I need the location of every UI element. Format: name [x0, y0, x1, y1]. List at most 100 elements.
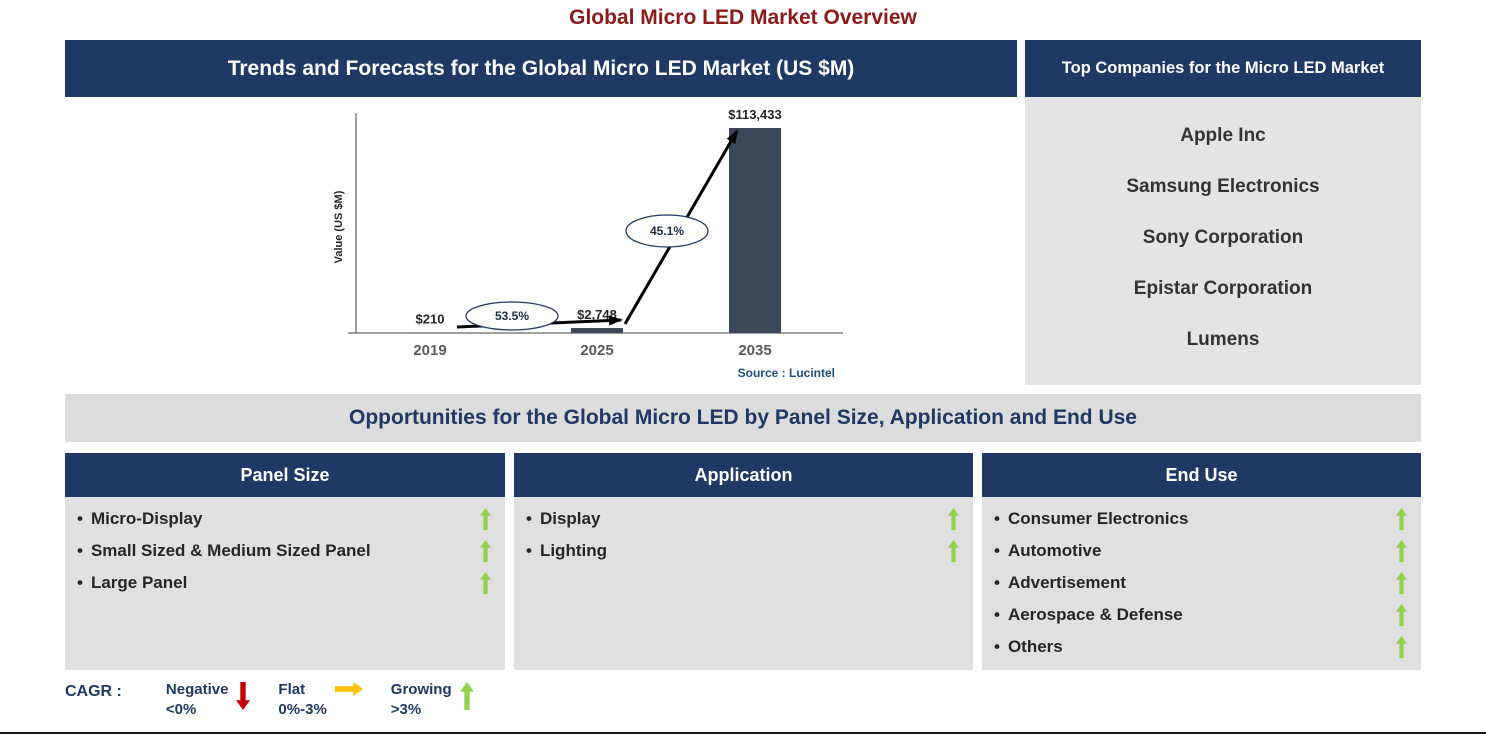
- opportunity-item-label: Others: [1007, 637, 1063, 656]
- growth-up-arrow-icon: [1396, 636, 1407, 658]
- opportunities-banner: Opportunities for the Global Micro LED b…: [65, 394, 1421, 442]
- trends-panel: Trends and Forecasts for the Global Micr…: [65, 40, 1017, 385]
- up-arrow-icon: [480, 540, 491, 562]
- opportunity-item: • Micro-Display: [65, 503, 505, 535]
- up-arrow-icon: [1396, 508, 1407, 530]
- up-arrow-icon: [480, 572, 491, 594]
- growth-oval: [465, 301, 559, 331]
- opportunity-item-label: Consumer Electronics: [1007, 509, 1189, 528]
- opportunity-item-label: Automotive: [1007, 541, 1102, 560]
- opportunity-columns: Panel Size • Micro-Display • Small Sized & M…: [65, 453, 1421, 670]
- up-arrow-icon: [459, 682, 474, 710]
- growth-up-arrow-icon: [948, 540, 959, 562]
- growth-percentage: 45.1%: [650, 224, 684, 238]
- company-name: Samsung Electronics: [1126, 176, 1320, 198]
- cagr-legend-item-name: Growing: [390, 681, 452, 698]
- opportunity-item: • Display: [514, 503, 973, 535]
- growth-up-arrow-icon: [480, 540, 491, 562]
- cagr-legend-item: Growing >3%: [391, 680, 486, 719]
- companies-list: Apple Inc Samsung Electronics Sony Corpora…: [1025, 97, 1421, 385]
- opportunity-column-title: End Use: [982, 453, 1421, 497]
- opportunity-item: • Small Sized & Medium Sized Panel: [65, 535, 505, 567]
- growth-oval: [625, 214, 709, 248]
- cagr-legend-item: Flat 0%-3%: [278, 680, 374, 719]
- opportunity-column: Application • Display • Lighting: [514, 453, 973, 670]
- x-axis-tick: 2019: [413, 342, 446, 359]
- company-name: Lumens: [1186, 328, 1260, 350]
- y-axis-label: Value (US $M): [333, 190, 345, 263]
- bullet: •: [77, 541, 83, 560]
- bar-value-label: $2,748: [577, 307, 617, 322]
- opportunity-item-label: Advertisement: [1007, 573, 1127, 592]
- opportunity-item: • Others: [982, 631, 1421, 663]
- down-arrow-icon: [236, 682, 251, 710]
- bar-value-label: $113,433: [728, 107, 782, 122]
- trends-chart-svg: Value (US $M) $210 2019 $2,748 2025 $113,433 2…: [333, 107, 843, 359]
- up-arrow-icon: [948, 508, 959, 530]
- cagr-legend-item-text: Growing >3%: [391, 680, 452, 719]
- company-name: Sony Corporation: [1142, 226, 1304, 248]
- cagr-legend-items: Negative <0% Flat 0%-3% Growing >3%: [166, 680, 502, 719]
- opportunity-column: End Use • Consumer Electronics • Automotive •…: [982, 453, 1421, 670]
- opportunity-item-label: Lighting: [539, 541, 607, 560]
- cagr-legend-item-name: Flat: [278, 681, 306, 698]
- opportunity-item: • Advertisement: [982, 567, 1421, 599]
- cagr-legend-item-range: 0%-3%: [278, 700, 327, 718]
- cagr-legend-label: CAGR :: [65, 683, 122, 700]
- bullet: •: [526, 541, 532, 560]
- opportunity-column-title: Application: [514, 453, 973, 497]
- right-arrow-icon: [334, 682, 363, 696]
- bullet: •: [77, 509, 83, 528]
- opportunity-item-label: Aerospace & Defense: [1007, 605, 1183, 624]
- up-arrow-icon: [459, 682, 474, 710]
- growth-up-arrow-icon: [1396, 572, 1407, 594]
- opportunity-item: • Consumer Electronics: [982, 503, 1421, 535]
- bar-2025: [571, 328, 623, 333]
- growth-up-arrow-icon: [1396, 540, 1407, 562]
- bullet: •: [994, 605, 1000, 624]
- opportunity-item-label: Display: [539, 509, 601, 528]
- cagr-legend-item-text: Negative <0%: [166, 680, 229, 719]
- growth-up-arrow-icon: [1396, 604, 1407, 626]
- trends-panel-title: Trends and Forecasts for the Global Micr…: [65, 40, 1017, 97]
- opportunity-item-label: Micro-Display: [90, 509, 203, 528]
- opportunity-column-body: • Micro-Display • Small Sized & Medium Size…: [65, 497, 505, 670]
- company-name: Apple Inc: [1180, 125, 1266, 147]
- bullet: •: [994, 541, 1000, 560]
- down-arrow-icon: [236, 682, 251, 710]
- up-arrow-icon: [1396, 572, 1407, 594]
- cagr-legend-item-text: Flat 0%-3%: [278, 680, 326, 719]
- opportunity-column: Panel Size • Micro-Display • Small Sized & M…: [65, 453, 505, 670]
- up-arrow-icon: [1396, 636, 1407, 658]
- cagr-legend-item: Negative <0%: [166, 680, 263, 719]
- growth-up-arrow-icon: [1396, 508, 1407, 530]
- up-arrow-icon: [480, 508, 491, 530]
- companies-panel: Top Companies for the Micro LED Market A…: [1025, 40, 1421, 385]
- opportunity-column-body: • Display • Lighting: [514, 497, 973, 670]
- opportunity-item: • Aerospace & Defense: [982, 599, 1421, 631]
- growth-percentage: 53.5%: [495, 309, 529, 323]
- up-arrow-icon: [1396, 604, 1407, 626]
- bullet: •: [994, 509, 1000, 528]
- right-arrow-icon: [334, 682, 363, 696]
- opportunity-item: • Automotive: [982, 535, 1421, 567]
- opportunity-item-label: Small Sized & Medium Sized Panel: [90, 541, 371, 560]
- company-name: Epistar Corporation: [1133, 277, 1313, 299]
- opportunity-column-title: Panel Size: [65, 453, 505, 497]
- opportunity-item: • Lighting: [514, 535, 973, 567]
- source-label: Source : Lucintel: [737, 366, 835, 380]
- opportunity-column-body: • Consumer Electronics • Automotive • Adverti…: [982, 497, 1421, 670]
- x-axis-tick: 2035: [738, 342, 771, 359]
- companies-panel-title: Top Companies for the Micro LED Market: [1025, 40, 1421, 97]
- cagr-legend-item-range: <0%: [165, 700, 197, 718]
- bar-2019: [404, 332, 456, 334]
- bullet: •: [77, 573, 83, 592]
- growth-up-arrow-icon: [480, 508, 491, 530]
- cagr-legend-item-range: >3%: [390, 700, 422, 718]
- bullet: •: [994, 573, 1000, 592]
- bar-value-label: $210: [416, 312, 445, 327]
- growth-up-arrow-icon: [480, 572, 491, 594]
- x-axis-tick: 2025: [580, 342, 613, 359]
- opportunity-item-label: Large Panel: [90, 573, 188, 592]
